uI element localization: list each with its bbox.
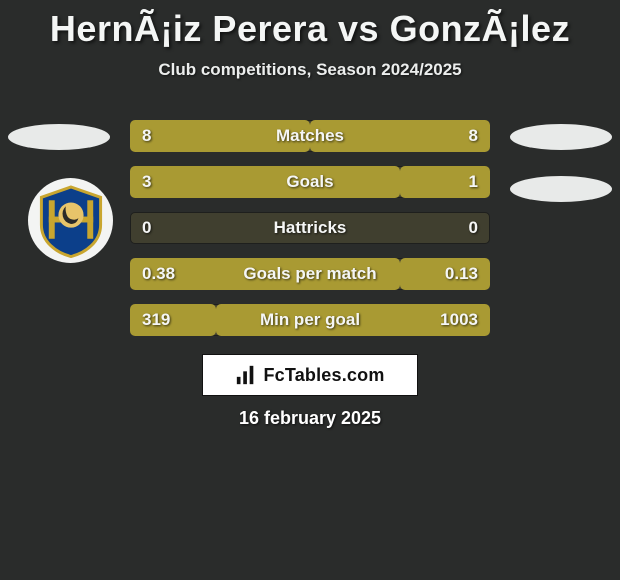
- stat-row: 88Matches: [130, 120, 490, 152]
- comparison-bars: 88Matches 31Goals 00Hattricks 0.380.13Goals…: [130, 120, 490, 350]
- site-badge[interactable]: FcTables.com: [202, 354, 418, 396]
- bars-icon: [235, 364, 257, 386]
- subtitle: Club competitions, Season 2024/2025: [0, 60, 620, 80]
- player-right-placeholder: [510, 124, 612, 150]
- page-title: HernÃ¡iz Perera vs GonzÃ¡lez: [0, 0, 620, 50]
- site-label: FcTables.com: [263, 365, 384, 386]
- club-right-placeholder: [510, 176, 612, 202]
- shield-icon: [34, 184, 108, 258]
- stat-row: 0.380.13Goals per match: [130, 258, 490, 290]
- stat-label: Goals per match: [130, 258, 490, 290]
- date-label: 16 february 2025: [0, 408, 620, 429]
- stat-label: Hattricks: [130, 212, 490, 244]
- stat-label: Goals: [130, 166, 490, 198]
- stat-row: 00Hattricks: [130, 212, 490, 244]
- stat-row: 3191003Min per goal: [130, 304, 490, 336]
- stat-label: Min per goal: [130, 304, 490, 336]
- club-left-crest: [28, 178, 113, 263]
- stat-row: 31Goals: [130, 166, 490, 198]
- player-left-placeholder: [8, 124, 110, 150]
- stat-label: Matches: [130, 120, 490, 152]
